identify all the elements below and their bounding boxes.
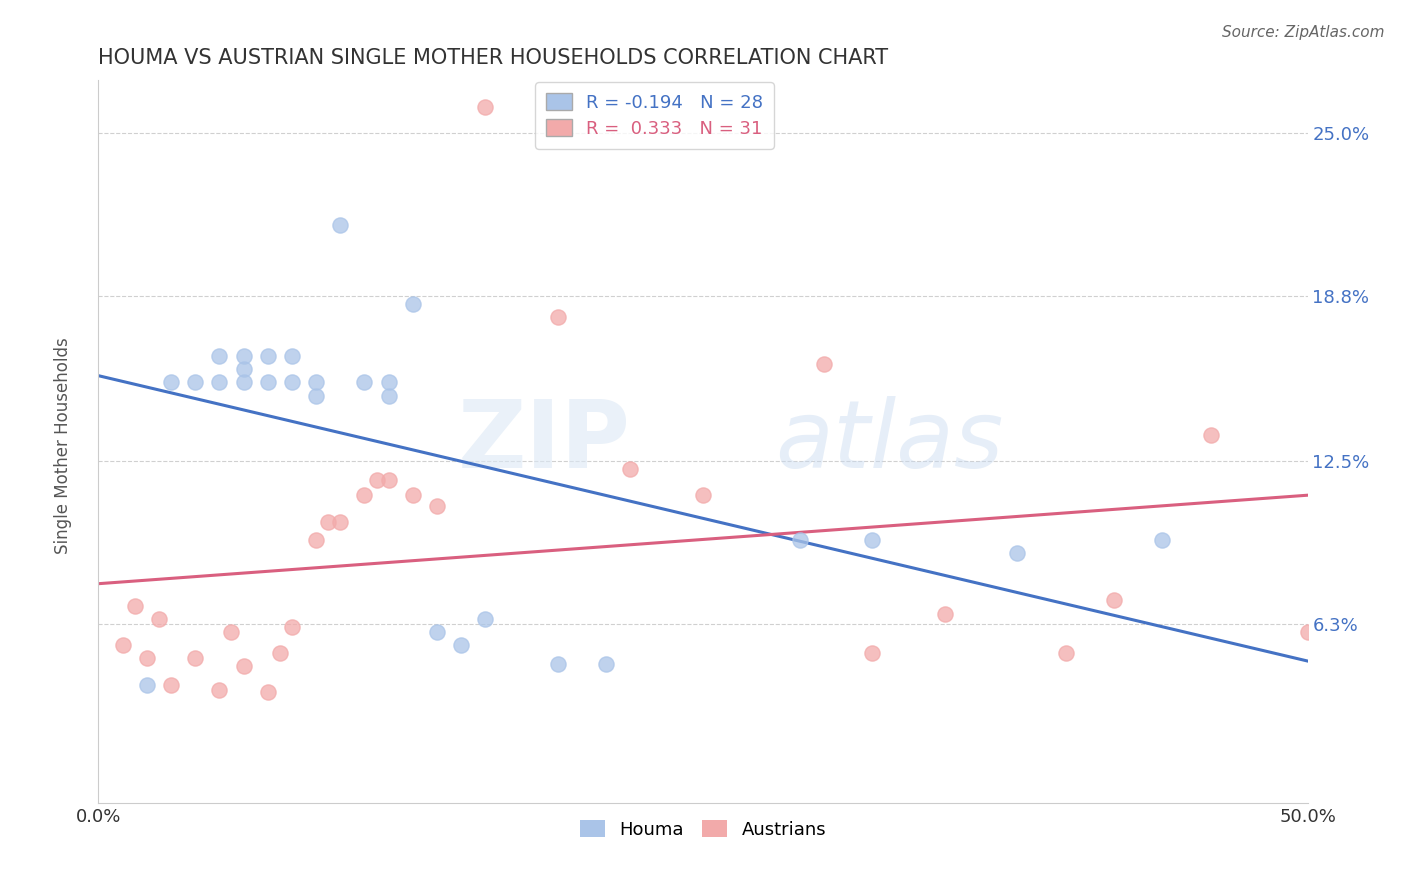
Point <box>184 651 207 665</box>
Point <box>305 388 328 402</box>
Point <box>232 659 254 673</box>
Point <box>148 612 170 626</box>
Point <box>353 488 375 502</box>
Point <box>1152 533 1174 547</box>
Point <box>377 473 399 487</box>
Point <box>595 657 617 671</box>
Point <box>232 349 254 363</box>
Legend: Houma, Austrians: Houma, Austrians <box>571 811 835 848</box>
Point <box>184 376 207 390</box>
Text: Source: ZipAtlas.com: Source: ZipAtlas.com <box>1222 25 1385 40</box>
Point <box>692 488 714 502</box>
Point <box>813 357 835 371</box>
Point <box>329 515 352 529</box>
Point <box>305 533 328 547</box>
Point <box>316 515 339 529</box>
Point <box>402 296 425 310</box>
Point <box>474 99 496 113</box>
Point <box>426 499 449 513</box>
Point <box>208 349 231 363</box>
Point <box>221 625 243 640</box>
Point <box>305 376 328 390</box>
Point <box>111 638 134 652</box>
Text: ZIP: ZIP <box>457 395 630 488</box>
Point <box>547 310 569 324</box>
Text: Single Mother Households: Single Mother Households <box>55 338 72 554</box>
Point <box>1199 428 1222 442</box>
Point <box>547 657 569 671</box>
Point <box>208 376 231 390</box>
Point <box>426 625 449 640</box>
Point <box>1007 546 1029 560</box>
Point <box>474 612 496 626</box>
Point <box>1102 593 1125 607</box>
Point <box>232 362 254 376</box>
Point <box>934 607 956 621</box>
Point <box>281 376 304 390</box>
Point <box>377 388 399 402</box>
Point <box>256 685 278 699</box>
Point <box>619 462 641 476</box>
Point <box>281 349 304 363</box>
Point <box>1054 646 1077 660</box>
Point <box>450 638 472 652</box>
Point <box>256 376 278 390</box>
Point <box>232 376 254 390</box>
Point <box>366 473 388 487</box>
Point <box>860 533 883 547</box>
Point <box>135 677 157 691</box>
Point <box>135 651 157 665</box>
Point <box>353 376 375 390</box>
Point <box>1296 625 1319 640</box>
Text: HOUMA VS AUSTRIAN SINGLE MOTHER HOUSEHOLDS CORRELATION CHART: HOUMA VS AUSTRIAN SINGLE MOTHER HOUSEHOL… <box>98 47 889 68</box>
Point <box>789 533 811 547</box>
Point <box>402 488 425 502</box>
Text: atlas: atlas <box>776 396 1004 487</box>
Point <box>377 376 399 390</box>
Point <box>329 218 352 232</box>
Point <box>269 646 291 660</box>
Point <box>256 349 278 363</box>
Point <box>281 620 304 634</box>
Point <box>860 646 883 660</box>
Point <box>124 599 146 613</box>
Point <box>160 376 183 390</box>
Point <box>208 682 231 697</box>
Point <box>160 677 183 691</box>
